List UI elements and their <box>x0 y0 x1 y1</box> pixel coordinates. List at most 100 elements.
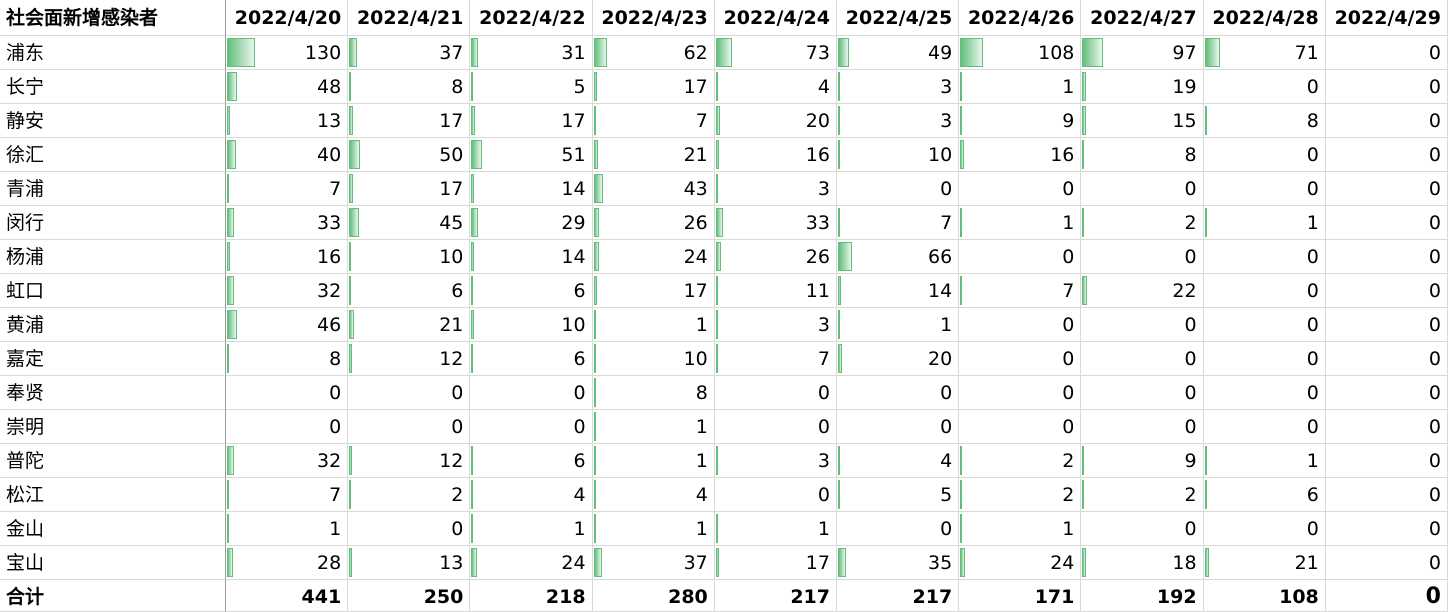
value-cell: 14 <box>470 240 593 274</box>
date-header: 2022/4/20 <box>234 7 342 29</box>
count: 7 <box>329 178 342 200</box>
value-cell: 50 <box>348 138 471 172</box>
data-bar <box>227 548 234 577</box>
count: 0 <box>1062 314 1075 336</box>
value-cell: 26 <box>592 206 715 240</box>
district-name: 嘉定 <box>6 348 45 370</box>
count: 17 <box>683 76 708 98</box>
district-name: 金山 <box>6 518 45 540</box>
count: 108 <box>1038 42 1075 64</box>
row-label: 嘉定 <box>0 342 226 376</box>
value-cell: 3 <box>837 104 960 138</box>
data-bar <box>593 344 596 373</box>
value-cell: 10 <box>592 342 715 376</box>
value-cell: 0 <box>1325 36 1448 70</box>
value-cell: 3 <box>837 70 960 104</box>
count: 8 <box>329 348 342 370</box>
data-bar <box>349 310 354 339</box>
value-cell: 7 <box>226 172 349 206</box>
value-cell: 4 <box>592 478 715 512</box>
data-bar <box>715 174 718 203</box>
value-cell: 0 <box>348 512 471 546</box>
value-cell: 8 <box>1203 104 1326 138</box>
value-cell: 16 <box>714 138 837 172</box>
data-bar <box>349 72 352 101</box>
count: 192 <box>1156 586 1197 608</box>
data-bar <box>471 480 474 509</box>
value-cell: 37 <box>592 546 715 580</box>
count: 1 <box>695 416 708 438</box>
count: 8 <box>1306 110 1319 132</box>
count: 2 <box>1062 484 1075 506</box>
value-cell: 0 <box>714 376 837 410</box>
count: 0 <box>1428 76 1441 98</box>
date-header: 2022/4/23 <box>601 7 708 29</box>
count: 0 <box>1428 314 1441 336</box>
value-cell: 0 <box>1203 410 1326 444</box>
data-bar <box>715 106 721 135</box>
value-cell: 4 <box>837 444 960 478</box>
value-cell: 37 <box>348 36 471 70</box>
value-cell: 48 <box>226 70 349 104</box>
value-cell: 15 <box>1081 104 1204 138</box>
row-label: 金山 <box>0 512 226 546</box>
data-bar <box>227 242 231 271</box>
count: 0 <box>940 382 953 404</box>
value-cell: 6 <box>470 342 593 376</box>
count: 5 <box>573 76 586 98</box>
data-bar <box>471 548 477 577</box>
value-cell: 108 <box>1203 580 1326 612</box>
value-cell: 3 <box>714 308 837 342</box>
value-cell: 16 <box>226 240 349 274</box>
district-name: 合计 <box>6 586 45 608</box>
count: 1 <box>329 518 342 540</box>
value-cell: 1 <box>592 308 715 342</box>
count: 50 <box>439 144 464 166</box>
count: 8 <box>1184 144 1197 166</box>
value-cell: 0 <box>714 478 837 512</box>
data-bar <box>227 276 234 305</box>
data-bar <box>715 140 720 169</box>
count: 0 <box>1306 246 1319 268</box>
data-bar <box>471 106 476 135</box>
data-bar <box>593 106 596 135</box>
value-cell: 0 <box>1325 172 1448 206</box>
value-cell: 441 <box>226 580 349 612</box>
value-cell: 0 <box>959 376 1082 410</box>
value-cell: 9 <box>1081 444 1204 478</box>
count: 1 <box>1306 450 1319 472</box>
data-bar <box>349 276 352 305</box>
value-cell: 1 <box>837 308 960 342</box>
data-bar <box>471 208 478 237</box>
data-bar <box>715 310 718 339</box>
data-bar <box>471 38 479 67</box>
count: 0 <box>940 178 953 200</box>
row-label: 黄浦 <box>0 308 226 342</box>
count: 7 <box>329 484 342 506</box>
value-cell: 0 <box>959 240 1082 274</box>
count: 3 <box>940 76 953 98</box>
count: 14 <box>928 280 953 302</box>
count: 97 <box>1172 42 1197 64</box>
count: 0 <box>1184 314 1197 336</box>
data-bar <box>960 514 963 543</box>
count: 17 <box>561 110 586 132</box>
district-name: 长宁 <box>6 76 45 98</box>
data-bar <box>960 72 963 101</box>
value-cell: 1 <box>959 206 1082 240</box>
count: 10 <box>683 348 708 370</box>
value-cell: 16 <box>959 138 1082 172</box>
count: 4 <box>573 484 586 506</box>
count: 17 <box>683 280 708 302</box>
date-header: 2022/4/21 <box>356 7 464 29</box>
data-bar <box>349 344 352 373</box>
value-cell: 22 <box>1081 274 1204 308</box>
count: 0 <box>451 416 464 438</box>
count: 49 <box>928 42 953 64</box>
value-cell: 0 <box>348 410 471 444</box>
value-cell: 171 <box>959 580 1082 612</box>
value-cell: 1 <box>226 512 349 546</box>
value-cell: 12 <box>348 342 471 376</box>
data-bar <box>1082 548 1087 577</box>
value-cell: 280 <box>592 580 715 612</box>
